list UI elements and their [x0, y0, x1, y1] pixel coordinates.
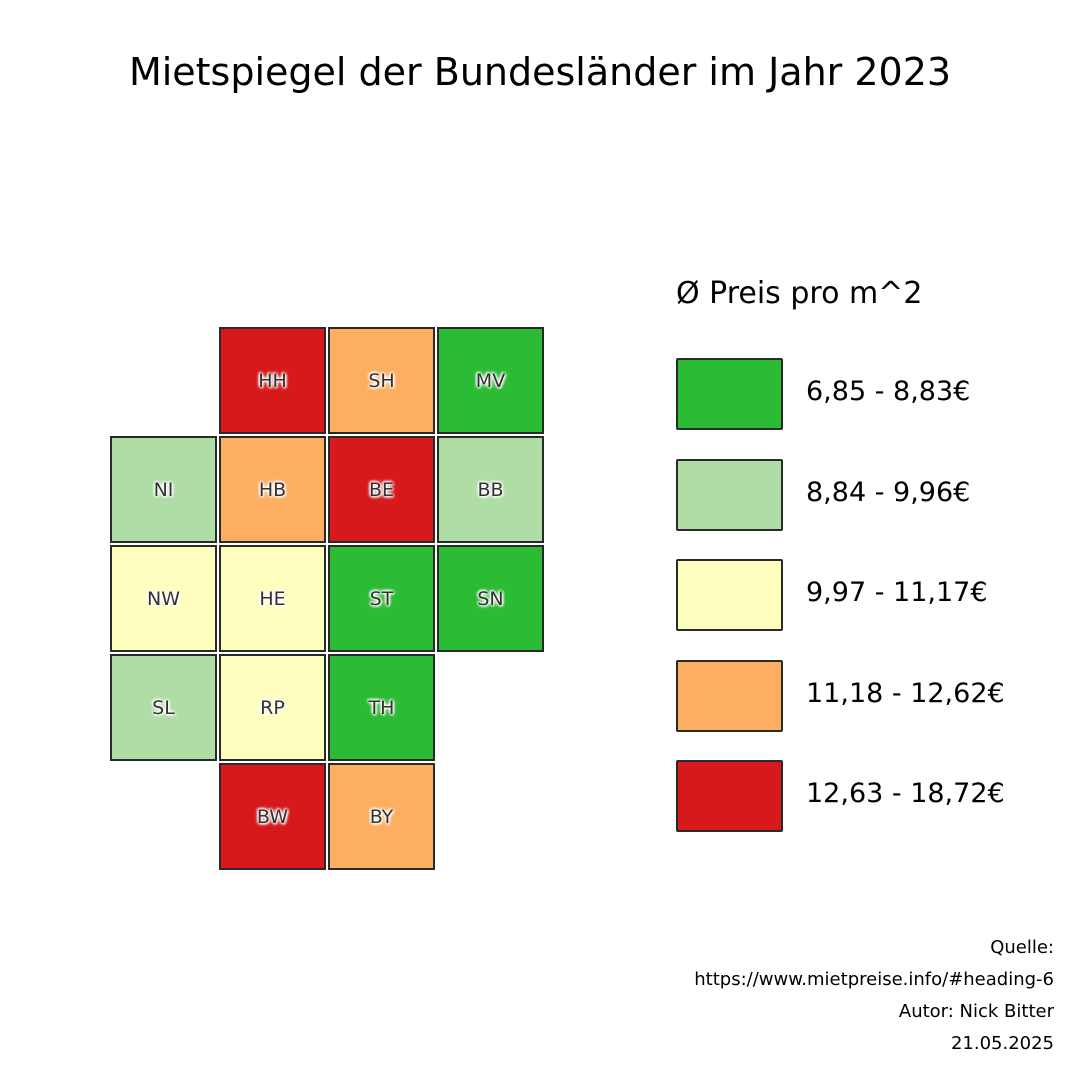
tile-sh: SH — [328, 327, 435, 434]
legend-item: 11,18 - 12,62€ — [676, 659, 1056, 732]
tile-by: BY — [328, 763, 435, 870]
tile-sn: SN — [437, 545, 544, 652]
legend-label: 9,97 - 11,17€ — [806, 577, 988, 608]
tile-rp: RP — [219, 654, 326, 761]
legend-item: 8,84 - 9,96€ — [676, 458, 1056, 531]
legend-label: 11,18 - 12,62€ — [806, 677, 1005, 709]
tile-bw: BW — [219, 763, 326, 870]
tile-st: ST — [328, 545, 435, 652]
legend-swatch — [676, 659, 783, 732]
tile-label: SH — [368, 369, 395, 392]
legend-label: 6,85 - 8,83€ — [806, 376, 971, 407]
author-line: Autor: Nick Bitter — [898, 1001, 1054, 1022]
source-block: Quelle: https://www.mietpreise.info/#hea… — [694, 932, 1054, 1060]
legend-swatch — [676, 559, 783, 631]
tile-label: ST — [369, 587, 394, 610]
tile-nw: NW — [110, 545, 217, 652]
tile-he: HE — [219, 545, 326, 652]
tile-label: TH — [368, 696, 395, 719]
tile-hh: HH — [219, 327, 326, 434]
tile-label: NI — [153, 478, 174, 501]
tile-label: BY — [369, 805, 394, 828]
tile-label: BW — [256, 805, 289, 828]
tile-label: HB — [258, 478, 287, 501]
legend-item: 6,85 - 8,83€ — [676, 358, 1056, 430]
source-label: Quelle: — [990, 937, 1054, 958]
tile-mv: MV — [437, 327, 544, 434]
date-line: 21.05.2025 — [950, 1033, 1054, 1054]
source-url[interactable]: https://www.mietpreise.info/#heading-6 — [694, 969, 1054, 990]
tile-label: HH — [258, 369, 287, 392]
chart-title: Mietspiegel der Bundesländer im Jahr 202… — [128, 50, 952, 94]
legend-title: Ø Preis pro m^2 — [676, 276, 923, 311]
tile-label: HE — [259, 587, 286, 610]
tile-hb: HB — [219, 436, 326, 543]
tile-label: MV — [475, 369, 506, 392]
legend-swatch — [676, 458, 783, 531]
tile-label: RP — [260, 696, 285, 719]
tile-label: BB — [477, 478, 504, 501]
legend-label: 8,84 - 9,96€ — [806, 476, 971, 508]
legend-label: 12,63 - 18,72€ — [806, 778, 1005, 809]
tile-be: BE — [328, 436, 435, 543]
legend-swatch — [676, 358, 783, 430]
tile-th: TH — [328, 654, 435, 761]
legend-swatch — [676, 760, 783, 832]
tile-ni: NI — [110, 436, 217, 543]
legend-item: 12,63 - 18,72€ — [676, 760, 1056, 832]
tile-label: NW — [147, 587, 180, 610]
tile-sl: SL — [110, 654, 217, 761]
tile-label: SL — [152, 696, 175, 719]
tile-label: SN — [477, 587, 504, 610]
tile-label: BE — [368, 478, 395, 501]
tile-bb: BB — [437, 436, 544, 543]
legend-item: 9,97 - 11,17€ — [676, 559, 1056, 631]
